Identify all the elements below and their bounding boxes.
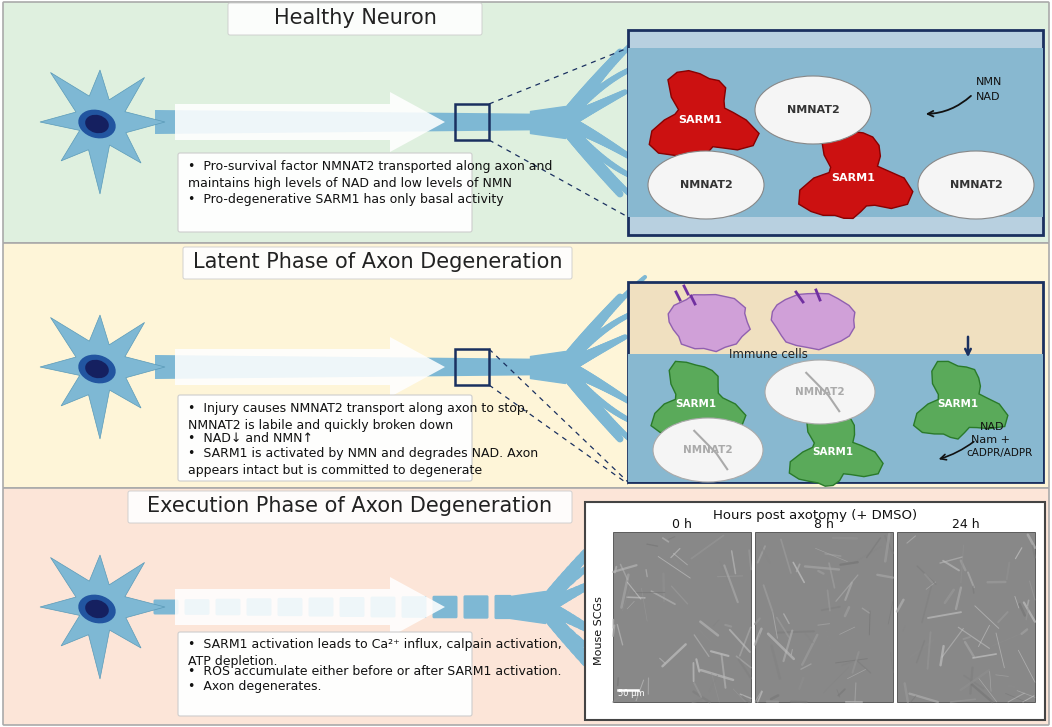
Text: 24 h: 24 h: [952, 518, 979, 531]
Text: NMNAT2: NMNAT2: [950, 180, 1003, 190]
FancyBboxPatch shape: [613, 532, 751, 702]
Text: NMNAT2: NMNAT2: [680, 180, 732, 190]
Polygon shape: [40, 555, 165, 679]
Polygon shape: [175, 92, 445, 152]
Ellipse shape: [78, 110, 116, 138]
Text: Mouse SCGs: Mouse SCGs: [594, 597, 604, 665]
Text: 50 μm: 50 μm: [618, 689, 645, 698]
Ellipse shape: [78, 355, 116, 383]
Polygon shape: [913, 361, 1008, 439]
Text: Immune cells: Immune cells: [729, 348, 808, 361]
Ellipse shape: [765, 360, 875, 424]
Polygon shape: [155, 110, 530, 134]
FancyBboxPatch shape: [178, 153, 472, 232]
Text: NAD: NAD: [976, 92, 1000, 102]
Text: SARM1: SARM1: [831, 173, 875, 183]
Ellipse shape: [85, 360, 108, 378]
Text: cADPR/ADPR: cADPR/ADPR: [966, 448, 1032, 458]
FancyBboxPatch shape: [370, 597, 396, 617]
FancyBboxPatch shape: [178, 632, 472, 716]
Polygon shape: [40, 70, 165, 194]
FancyBboxPatch shape: [402, 596, 426, 618]
Text: NMNAT2: NMNAT2: [787, 105, 839, 115]
Ellipse shape: [755, 76, 871, 144]
Bar: [456, 104, 489, 140]
FancyBboxPatch shape: [184, 599, 209, 615]
FancyBboxPatch shape: [216, 598, 241, 615]
FancyBboxPatch shape: [246, 598, 271, 616]
FancyBboxPatch shape: [628, 282, 1043, 482]
Text: SARM1: SARM1: [679, 115, 722, 125]
FancyBboxPatch shape: [628, 48, 1043, 217]
FancyBboxPatch shape: [128, 491, 572, 523]
FancyBboxPatch shape: [628, 30, 1043, 235]
Text: 8 h: 8 h: [814, 518, 834, 531]
FancyBboxPatch shape: [340, 597, 364, 617]
Text: •  SARM1 is activated by NMN and degrades NAD. Axon
appears intact but is commit: • SARM1 is activated by NMN and degrades…: [188, 447, 539, 477]
Text: NMN: NMN: [976, 77, 1003, 87]
Text: •  SARM1 activation leads to Ca²⁺ influx, calpain activation,
ATP depletion.: • SARM1 activation leads to Ca²⁺ influx,…: [188, 638, 562, 668]
Text: •  NAD↓ and NMN↑: • NAD↓ and NMN↑: [188, 432, 313, 445]
Ellipse shape: [918, 151, 1034, 219]
FancyBboxPatch shape: [464, 595, 488, 619]
Ellipse shape: [85, 115, 108, 133]
FancyBboxPatch shape: [628, 354, 1043, 482]
Text: SARM1: SARM1: [812, 447, 853, 457]
Ellipse shape: [85, 600, 108, 618]
FancyBboxPatch shape: [897, 532, 1035, 702]
FancyBboxPatch shape: [755, 532, 893, 702]
Ellipse shape: [653, 418, 763, 482]
FancyBboxPatch shape: [494, 595, 511, 619]
FancyBboxPatch shape: [278, 598, 303, 616]
Polygon shape: [175, 577, 445, 637]
Text: 0 h: 0 h: [672, 518, 692, 531]
Text: Hours post axotomy (+ DMSO): Hours post axotomy (+ DMSO): [713, 508, 917, 521]
Polygon shape: [668, 294, 750, 352]
FancyBboxPatch shape: [3, 243, 1049, 488]
FancyBboxPatch shape: [308, 598, 333, 616]
Text: Execution Phase of Axon Degeneration: Execution Phase of Axon Degeneration: [147, 496, 552, 516]
Polygon shape: [771, 294, 855, 350]
Polygon shape: [651, 361, 746, 437]
FancyBboxPatch shape: [432, 595, 458, 618]
Text: •  Axon degenerates.: • Axon degenerates.: [188, 680, 322, 693]
Text: •  ROS accumulate either before or after SARM1 activation.: • ROS accumulate either before or after …: [188, 665, 562, 678]
Polygon shape: [40, 315, 165, 439]
Text: •  Pro-survival factor NMNAT2 transported along axon and
maintains high levels o: • Pro-survival factor NMNAT2 transported…: [188, 160, 552, 190]
Text: Latent Phase of Axon Degeneration: Latent Phase of Axon Degeneration: [194, 252, 563, 272]
Text: NMNAT2: NMNAT2: [795, 387, 845, 397]
FancyBboxPatch shape: [585, 502, 1045, 720]
Text: •  Pro-degenerative SARM1 has only basal activity: • Pro-degenerative SARM1 has only basal …: [188, 193, 504, 206]
Text: •  Injury causes NMNAT2 transport along axon to stop,
NMNAT2 is labile and quick: • Injury causes NMNAT2 transport along a…: [188, 402, 529, 432]
Text: Healthy Neuron: Healthy Neuron: [274, 8, 437, 28]
Ellipse shape: [648, 151, 764, 219]
Text: NAD: NAD: [980, 422, 1005, 432]
Polygon shape: [789, 409, 883, 486]
Polygon shape: [649, 71, 760, 159]
FancyBboxPatch shape: [3, 2, 1049, 243]
FancyBboxPatch shape: [154, 600, 179, 614]
Polygon shape: [175, 337, 445, 397]
Text: NMNAT2: NMNAT2: [683, 445, 733, 455]
Text: SARM1: SARM1: [675, 399, 716, 409]
FancyBboxPatch shape: [3, 488, 1049, 725]
FancyBboxPatch shape: [183, 247, 572, 279]
Ellipse shape: [78, 595, 116, 623]
Bar: [456, 349, 489, 385]
Polygon shape: [798, 125, 913, 218]
Text: SARM1: SARM1: [937, 399, 978, 409]
Polygon shape: [155, 355, 530, 379]
Text: Nam +: Nam +: [971, 435, 1010, 445]
FancyBboxPatch shape: [228, 3, 482, 35]
FancyBboxPatch shape: [178, 395, 472, 481]
